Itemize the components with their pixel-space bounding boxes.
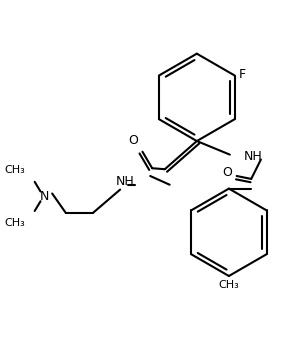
Text: NH: NH <box>244 150 262 163</box>
Text: O: O <box>128 133 138 146</box>
Text: CH₃: CH₃ <box>4 165 25 175</box>
Text: NH: NH <box>116 175 135 188</box>
Text: CH₃: CH₃ <box>218 280 239 290</box>
Text: F: F <box>239 68 246 81</box>
Text: O: O <box>222 166 232 178</box>
Text: N: N <box>40 190 49 203</box>
Text: CH₃: CH₃ <box>4 218 25 228</box>
